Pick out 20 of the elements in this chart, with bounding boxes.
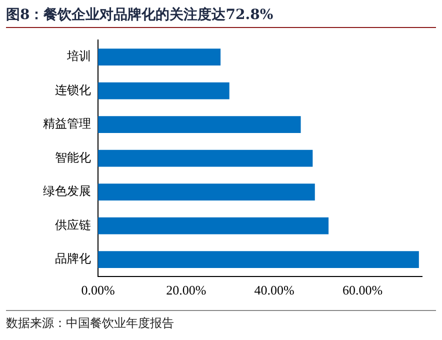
x-tick-label: 20.00% <box>166 282 206 298</box>
x-tick-label: 60.00% <box>342 282 383 298</box>
bar <box>98 217 329 234</box>
x-tick-label: 0.00% <box>81 282 115 298</box>
y-tick-label: 智能化 <box>55 150 91 164</box>
bar <box>98 150 313 167</box>
bar <box>98 116 301 133</box>
bar <box>98 251 419 268</box>
y-tick-label: 连锁化 <box>55 82 91 97</box>
y-tick-label: 培训 <box>66 49 91 64</box>
bar <box>98 48 221 66</box>
source-note: 数据来源：中国餐饮业年度报告 <box>6 310 436 332</box>
y-tick-label: 绿色发展 <box>43 184 91 198</box>
y-tick-label: 供应链 <box>55 218 91 232</box>
bar <box>98 184 315 200</box>
y-tick-label: 精益管理 <box>43 116 91 131</box>
chart-title: 图8：餐饮企业对品牌化的关注度达72.8% <box>6 6 436 28</box>
bar <box>98 82 230 100</box>
y-tick-label: 品牌化 <box>55 252 91 266</box>
x-tick-label: 40.00% <box>254 282 295 298</box>
